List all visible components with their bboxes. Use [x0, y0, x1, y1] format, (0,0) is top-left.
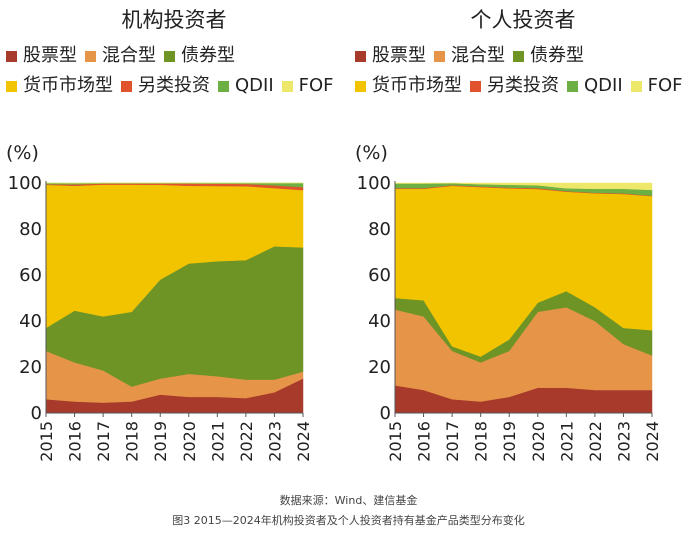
data-source-note: 数据来源：Wind、建信基金	[279, 494, 418, 507]
legend-swatch	[630, 80, 642, 92]
legend-item: FOF	[281, 74, 334, 98]
y-tick-label: 40	[19, 311, 42, 332]
x-tick-label: 2021	[557, 421, 576, 462]
legend-label: 货币市场型	[372, 75, 462, 96]
legend-label: 混合型	[102, 45, 156, 66]
institutional-chart-panel: 机构投资者 股票型 混合型 债券型货币市场型 另类投资 QDII FOF (%) 0 20 4…	[0, 0, 348, 490]
legend-label: 股票型	[372, 45, 426, 66]
x-tick-label: 2017	[94, 421, 113, 462]
legend-label: 债券型	[530, 45, 584, 66]
x-tick-label: 2016	[66, 421, 85, 462]
legend-label: QDII	[584, 75, 623, 96]
x-tick-label: 2016	[415, 421, 434, 462]
chart-title: 机构投资者	[121, 8, 227, 32]
chart-legend: 股票型 混合型 债券型货币市场型 另类投资 QDII FOF	[6, 44, 346, 98]
y-axis-unit: (%)	[355, 142, 388, 164]
legend-swatch	[281, 80, 293, 92]
x-tick-label: 2020	[529, 421, 548, 462]
y-tick-label: 20	[368, 357, 391, 378]
legend-item: QDII	[218, 74, 274, 98]
x-tick-label: 2019	[151, 421, 170, 462]
y-tick-label: 0	[31, 403, 42, 424]
area-series	[394, 182, 653, 191]
y-tick-label: 60	[368, 265, 391, 286]
legend-item: 货币市场型	[6, 74, 113, 98]
legend-label: 债券型	[181, 45, 235, 66]
x-tick-label: 2018	[472, 421, 491, 462]
legend-label: 另类投资	[138, 75, 210, 96]
x-tick-label: 2019	[500, 421, 519, 462]
individual-chart-panel: 个人投资者 股票型 混合型 债券型货币市场型 另类投资 QDII FOF (%) 0 20 4…	[349, 0, 697, 490]
legend-label: 股票型	[23, 45, 77, 66]
legend-swatch	[567, 80, 578, 92]
legend-item: 混合型	[434, 44, 505, 68]
legend-item: 货币市场型	[355, 74, 462, 98]
x-tick-label: 2018	[123, 421, 142, 462]
area-plot: 0 20 40 60 80 100 2015 2016 2017 2018 2019 2020 2021…	[357, 173, 662, 462]
y-tick-label: 60	[19, 265, 42, 286]
legend-label: 货币市场型	[23, 75, 113, 96]
legend-label: FOF	[647, 75, 683, 96]
legend-label: FOF	[298, 75, 334, 96]
y-tick-label: 100	[8, 173, 42, 194]
legend-swatch	[470, 80, 481, 92]
x-tick-label: 2023	[265, 421, 284, 462]
x-tick-label: 2022	[237, 421, 256, 462]
legend-item: 股票型	[6, 44, 77, 68]
legend-swatch	[434, 50, 445, 62]
legend-item: 股票型	[355, 44, 426, 68]
y-tick-label: 100	[357, 173, 391, 194]
legend-swatch	[218, 80, 229, 92]
legend-item: FOF	[630, 74, 683, 98]
legend-label: 混合型	[451, 45, 505, 66]
chart-legend: 股票型 混合型 债券型货币市场型 另类投资 QDII FOF	[355, 44, 695, 98]
x-tick-label: 2022	[586, 421, 605, 462]
x-tick-label: 2015	[386, 421, 405, 462]
y-axis-unit: (%)	[6, 142, 39, 164]
legend-label: QDII	[235, 75, 274, 96]
y-tick-label: 80	[19, 219, 42, 240]
x-tick-label: 2024	[643, 421, 662, 462]
legend-item: 债券型	[164, 44, 235, 68]
legend-swatch	[85, 50, 96, 62]
legend-swatch	[355, 50, 366, 62]
legend-item: 另类投资	[121, 74, 210, 98]
x-tick-label: 2023	[614, 421, 633, 462]
x-tick-label: 2020	[180, 421, 199, 462]
legend-item: 混合型	[85, 44, 156, 68]
legend-label: 另类投资	[487, 75, 559, 96]
figure-caption: 图3 2015—2024年机构投资者及个人投资者持有基金产品类型分布变化	[172, 514, 525, 527]
x-tick-label: 2015	[37, 421, 56, 462]
legend-swatch	[513, 50, 524, 62]
area-plot: 0 20 40 60 80 100 2015 2016 2017 2018 2019 2020 2021…	[8, 173, 313, 462]
y-tick-label: 40	[368, 311, 391, 332]
legend-swatch	[121, 80, 132, 92]
y-tick-label: 0	[380, 403, 391, 424]
x-tick-label: 2021	[208, 421, 227, 462]
legend-swatch	[6, 50, 17, 62]
x-tick-label: 2017	[443, 421, 462, 462]
y-tick-label: 80	[368, 219, 391, 240]
legend-item: 债券型	[513, 44, 584, 68]
chart-title: 个人投资者	[470, 8, 576, 32]
legend-item: QDII	[567, 74, 623, 98]
x-tick-label: 2024	[294, 421, 313, 462]
legend-swatch	[164, 50, 175, 62]
legend-swatch	[6, 80, 17, 92]
y-tick-label: 20	[19, 357, 42, 378]
legend-item: 另类投资	[470, 74, 559, 98]
legend-swatch	[355, 80, 366, 92]
